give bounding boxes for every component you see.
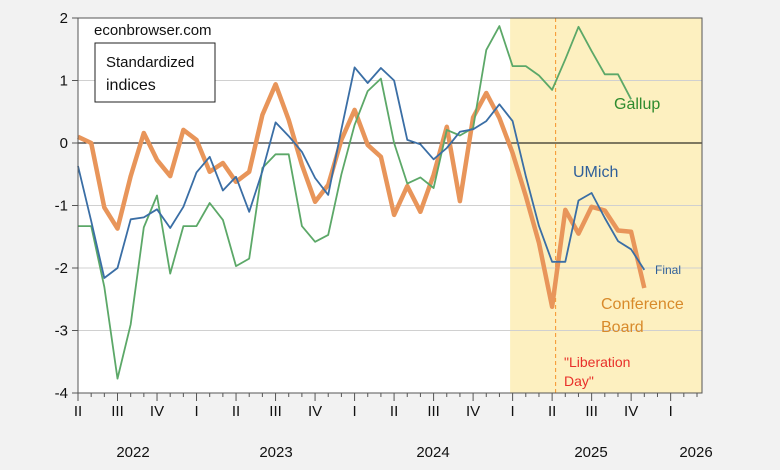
chart-title-line2: indices: [106, 77, 156, 94]
x-year-label: 2022: [116, 444, 149, 461]
x-quarter-label: IV: [466, 403, 480, 420]
y-tick-label: -2: [55, 260, 68, 277]
umich-label: UMich: [573, 164, 618, 181]
title-box: [94, 42, 216, 103]
x-quarter-label: II: [74, 403, 82, 420]
x-quarter-label: I: [511, 403, 515, 420]
y-tick-label: 2: [60, 10, 68, 27]
y-axis: 2 1 0 -1 -2 -3 -4: [55, 10, 78, 402]
x-quarter-label: II: [390, 403, 398, 420]
conference-board-label-2: Board: [601, 319, 644, 336]
series-line-umich: [77, 66, 646, 279]
source-text: econbrowser.com: [94, 22, 212, 39]
event-label-2: Day": [564, 373, 594, 389]
x-year-label: 2024: [416, 444, 449, 461]
series-line-conference-board: [77, 82, 647, 310]
x-year-label: 2026: [679, 444, 712, 461]
x-quarter-label: III: [269, 403, 282, 420]
conference-board-label-1: Conference: [601, 296, 684, 313]
x-quarter-label: I: [669, 403, 673, 420]
x-quarter-label: III: [585, 403, 598, 420]
x-quarter-label: III: [111, 403, 124, 420]
chart-title: Standardized: [106, 54, 194, 71]
y-tick-label: -1: [55, 198, 68, 215]
x-quarter-label: IV: [308, 403, 322, 420]
series-line-gallup: [78, 25, 632, 380]
x-quarter-label: IV: [150, 403, 164, 420]
x-quarter-label: IV: [624, 403, 638, 420]
umich-final-label: Final: [655, 263, 681, 277]
y-tick-label: -3: [55, 323, 68, 340]
x-year-label: 2025: [574, 444, 607, 461]
x-quarter-label: II: [548, 403, 556, 420]
series-lines: [77, 25, 647, 380]
gallup-label: Gallup: [614, 96, 660, 113]
y-tick-label: 1: [60, 73, 68, 90]
x-quarter-label: III: [427, 403, 440, 420]
event-label-1: "Liberation: [564, 354, 630, 370]
x-quarter-label: I: [194, 403, 198, 420]
y-tick-label: -4: [55, 385, 68, 402]
x-year-label: 2023: [259, 444, 292, 461]
y-tick-label: 0: [60, 135, 68, 152]
x-quarter-label: II: [232, 403, 240, 420]
x-quarter-label: I: [352, 403, 356, 420]
